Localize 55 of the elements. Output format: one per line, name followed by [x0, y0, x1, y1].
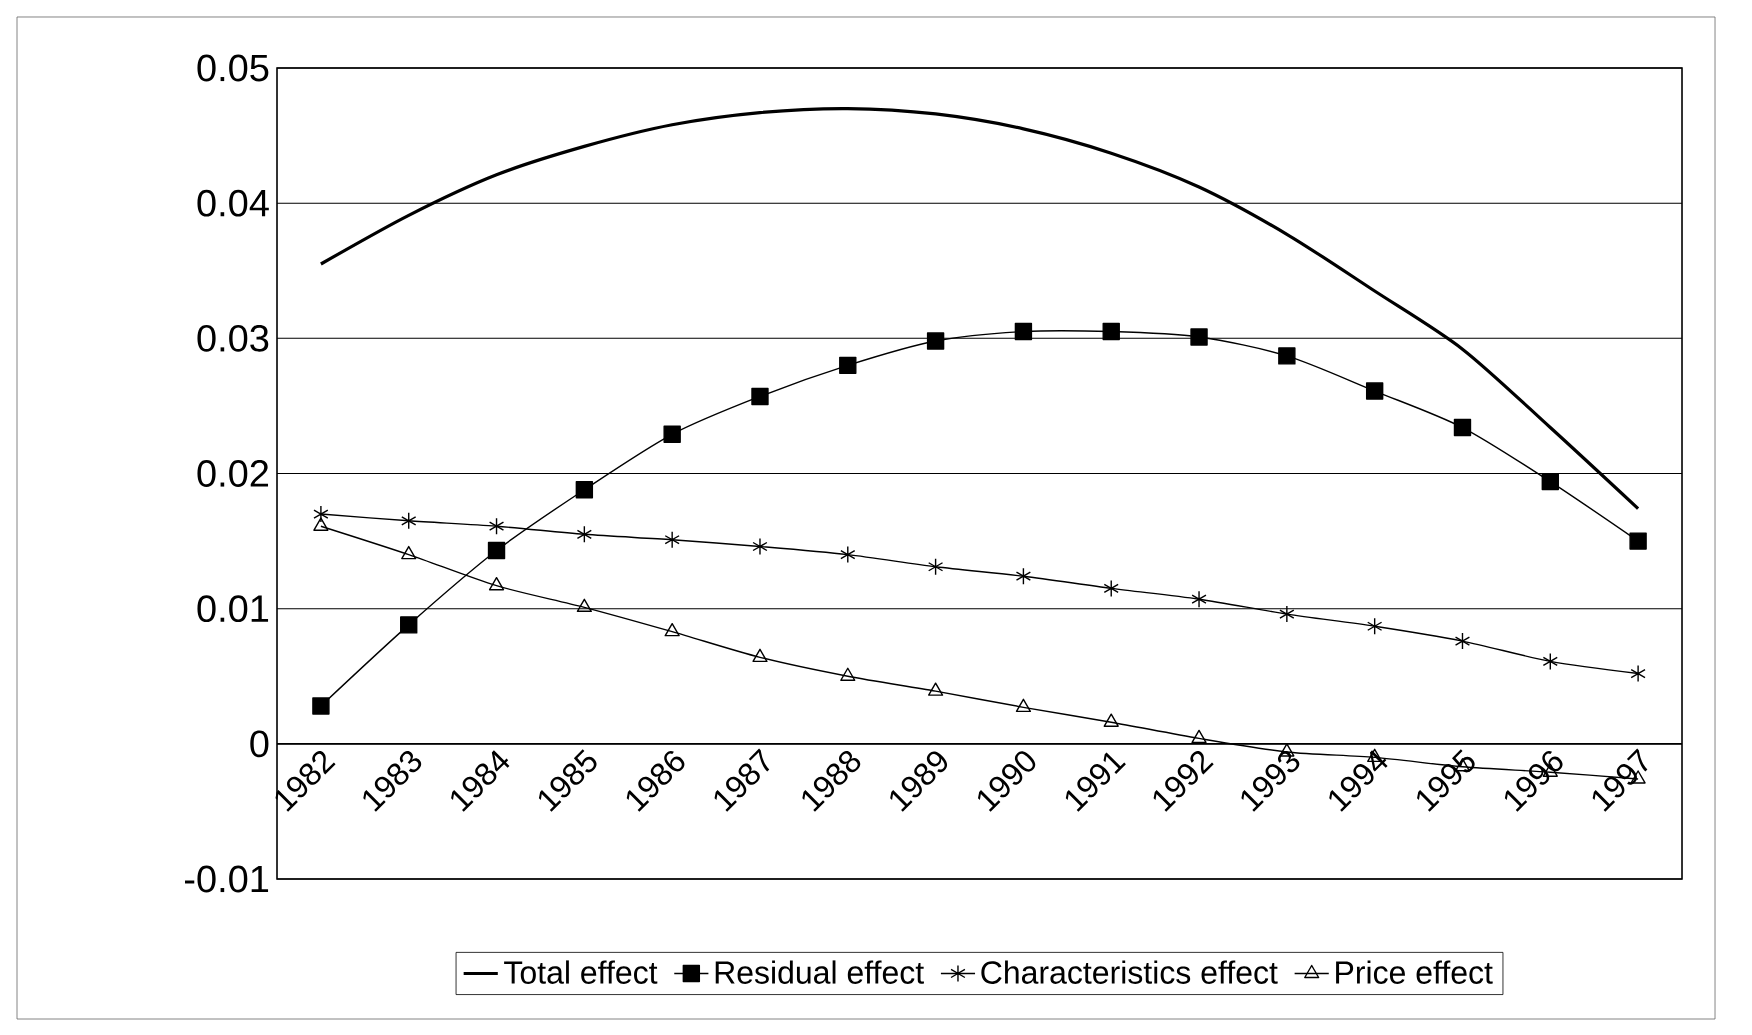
- point: [576, 598, 592, 613]
- point: [312, 697, 330, 715]
- y-tick-label: 0.01: [197, 595, 269, 623]
- y-tick-label: 0.02: [197, 460, 269, 487]
- y-tick-label: -0.01: [185, 865, 269, 893]
- point: [1014, 322, 1033, 341]
- point: [663, 425, 681, 443]
- point: [664, 531, 680, 549]
- point: [1015, 698, 1032, 713]
- y-tick-label: 0: [250, 730, 269, 758]
- point: [575, 481, 594, 499]
- point: [400, 616, 418, 634]
- point: [840, 545, 856, 564]
- point: [1279, 605, 1295, 623]
- point: [1191, 590, 1207, 608]
- point: [664, 622, 680, 637]
- point: [1629, 532, 1647, 550]
- y-tick-label: 0.05: [197, 54, 269, 82]
- point: [1102, 322, 1120, 341]
- point: [1103, 713, 1119, 727]
- point: [752, 648, 768, 663]
- point: [840, 667, 856, 681]
- point: [1630, 664, 1646, 683]
- line-series: [319, 106, 1640, 511]
- point: [1454, 632, 1471, 650]
- legend-label: Total effect: [504, 960, 658, 984]
- point: [576, 525, 592, 544]
- point: [1015, 567, 1032, 585]
- point: [751, 387, 769, 406]
- legend-label: Residual effect: [715, 960, 924, 984]
- point: [1191, 729, 1207, 744]
- y-tick-label: 0.04: [197, 189, 269, 217]
- y-tick-label: 0.03: [197, 324, 269, 352]
- point: [313, 517, 329, 531]
- point: [927, 558, 944, 576]
- legend-label: Price effect: [1336, 960, 1493, 984]
- legend-label: Characteristics effect: [981, 960, 1278, 984]
- point: [1103, 579, 1119, 598]
- point: [1541, 472, 1559, 491]
- point: [488, 517, 505, 535]
- point: [927, 682, 944, 696]
- point: [401, 545, 417, 560]
- point: [926, 332, 945, 350]
- point: [1367, 617, 1383, 635]
- point: [401, 512, 417, 530]
- point: [1365, 382, 1384, 400]
- point: [752, 537, 768, 556]
- point: [1278, 347, 1296, 365]
- point: [487, 541, 506, 560]
- point: [1190, 328, 1208, 346]
- point: [488, 576, 505, 591]
- point: [313, 505, 329, 523]
- point: [839, 356, 857, 375]
- point: [1453, 418, 1472, 437]
- point: [1542, 652, 1558, 671]
